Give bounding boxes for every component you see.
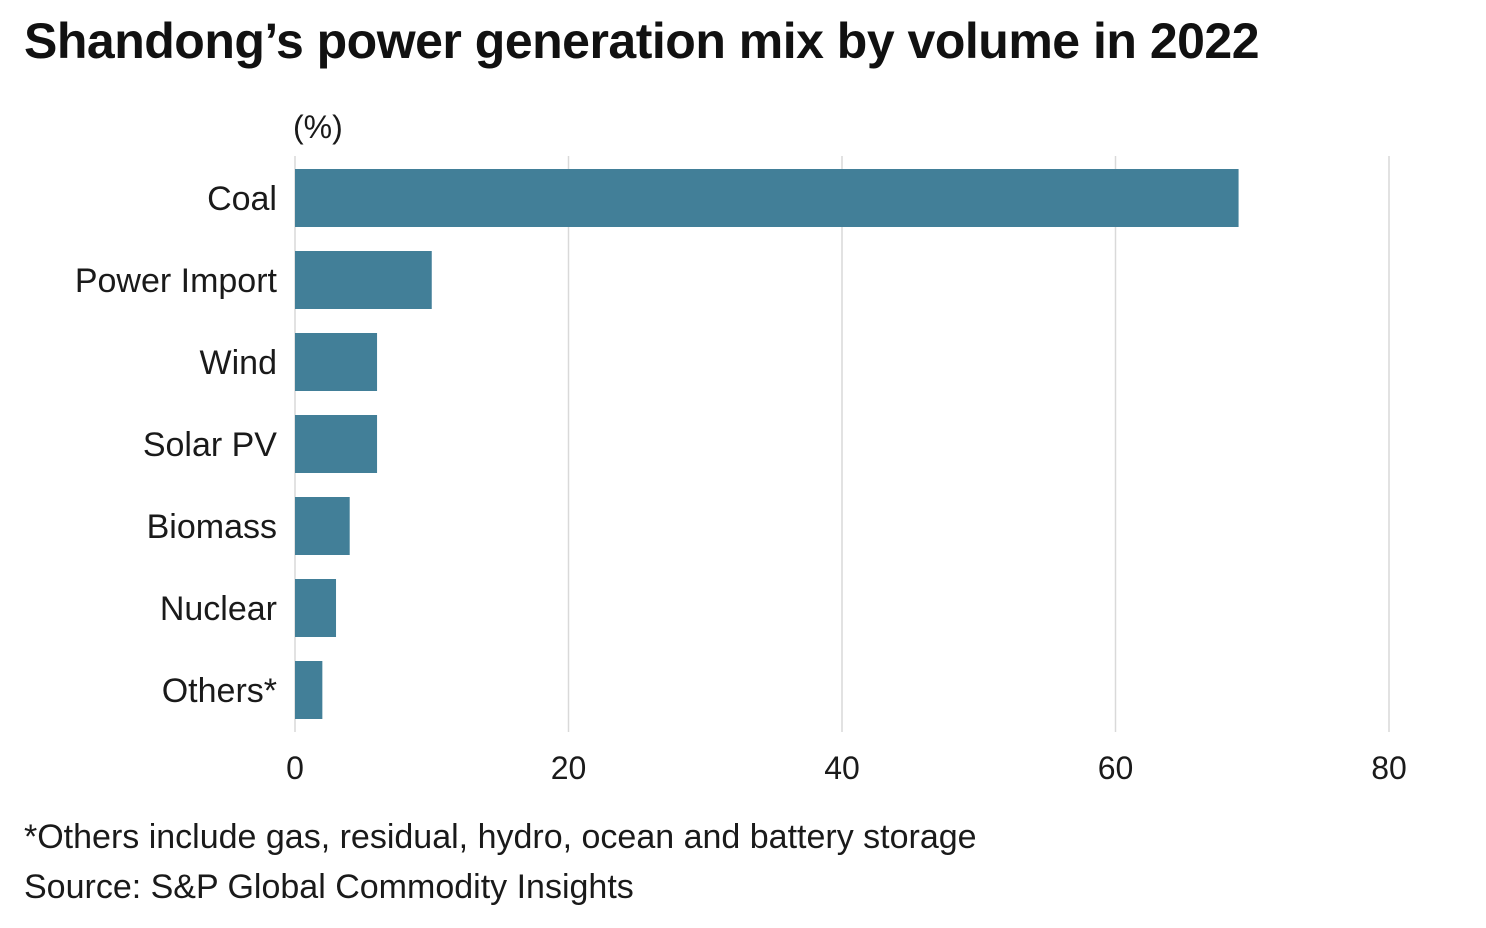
bar-solar-pv bbox=[295, 415, 378, 473]
category-label: Others* bbox=[162, 672, 277, 710]
bar-power-import bbox=[295, 251, 432, 309]
x-tick-label: 20 bbox=[551, 750, 587, 786]
x-tick-labels: 0 20 40 60 80 bbox=[286, 750, 1407, 786]
x-tick-label: 40 bbox=[824, 750, 860, 786]
category-label: Solar PV bbox=[143, 426, 277, 464]
x-tick-label: 80 bbox=[1371, 750, 1407, 786]
bar-wind bbox=[295, 333, 378, 391]
x-tick-label: 0 bbox=[286, 750, 304, 786]
footnote: *Others include gas, residual, hydro, oc… bbox=[24, 818, 977, 856]
bar-nuclear bbox=[295, 579, 337, 637]
category-label: Biomass bbox=[147, 508, 277, 546]
bars bbox=[295, 169, 1239, 719]
category-labels: Coal Power Import Wind Solar PV Biomass Nucle… bbox=[75, 180, 278, 710]
bar-others bbox=[295, 661, 323, 719]
category-label: Power Import bbox=[75, 262, 278, 300]
category-label: Nuclear bbox=[160, 590, 277, 628]
bar-biomass bbox=[295, 497, 350, 555]
source-note: Source: S&P Global Commodity Insights bbox=[24, 868, 634, 906]
category-label: Coal bbox=[207, 180, 277, 218]
category-label: Wind bbox=[200, 344, 277, 382]
gridlines bbox=[294, 156, 1390, 732]
chart-title: Shandong’s power generation mix by volum… bbox=[24, 13, 1260, 69]
bar-coal bbox=[295, 169, 1239, 227]
x-tick-label: 60 bbox=[1098, 750, 1134, 786]
unit-label: (%) bbox=[293, 109, 343, 145]
